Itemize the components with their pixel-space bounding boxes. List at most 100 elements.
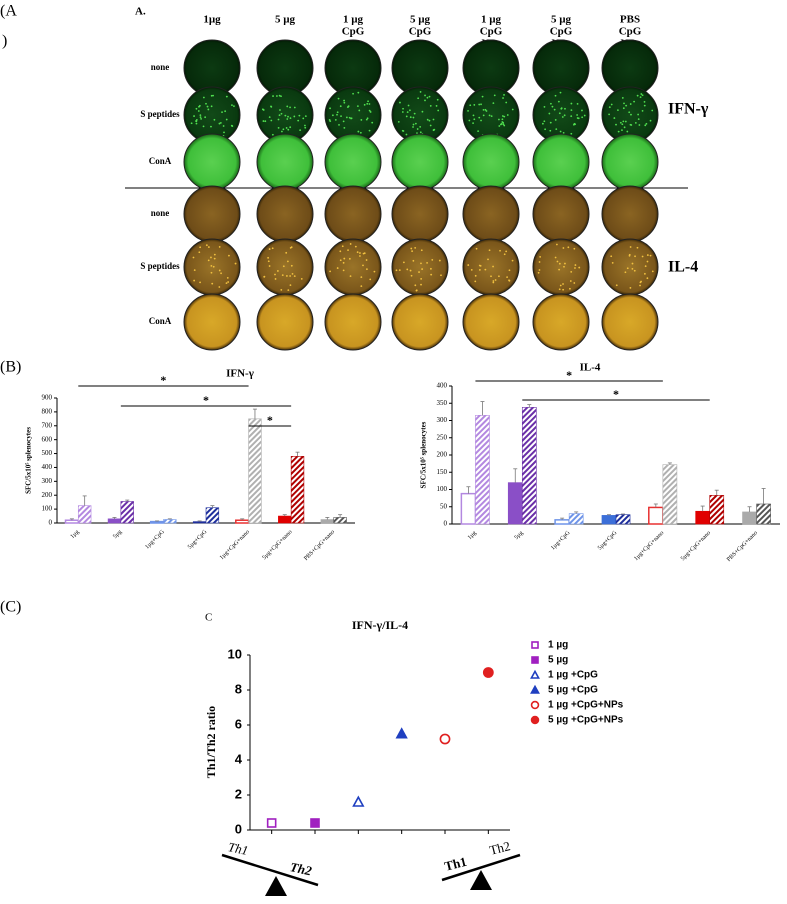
spot	[218, 269, 221, 272]
bar	[475, 415, 490, 525]
spot	[226, 276, 229, 279]
spot	[641, 94, 644, 97]
spot	[210, 271, 213, 274]
spot	[297, 119, 300, 122]
spot	[559, 130, 562, 133]
spot	[291, 272, 294, 275]
spot	[487, 258, 489, 261]
well	[532, 133, 590, 191]
fulcrum	[265, 876, 287, 896]
well	[601, 185, 659, 243]
y-tick-label: 50	[440, 502, 448, 510]
spot	[276, 270, 279, 272]
spot	[426, 261, 428, 264]
spot	[503, 115, 506, 118]
spot	[213, 118, 216, 121]
spot	[406, 111, 409, 113]
x-tick-label: 1µg+CpG	[550, 530, 572, 552]
spot	[286, 260, 289, 263]
chart-title: IFN-γ/IL-4	[352, 618, 408, 632]
group-label: IFN-γ	[668, 101, 709, 118]
spot	[225, 95, 228, 98]
spot	[278, 94, 281, 97]
spot	[195, 120, 198, 123]
spot	[621, 97, 624, 99]
spot	[638, 124, 641, 126]
well	[391, 185, 449, 243]
spot	[300, 277, 303, 280]
spot	[287, 128, 290, 131]
spot	[222, 125, 225, 127]
spot	[649, 254, 652, 257]
spot	[271, 247, 274, 250]
spot	[338, 123, 340, 126]
spot	[193, 269, 196, 272]
spot	[420, 249, 423, 252]
spot	[576, 114, 579, 116]
spot	[343, 257, 346, 260]
spot	[192, 256, 195, 259]
legend-label: 1 µg +CpG	[548, 670, 598, 681]
spot	[419, 131, 422, 134]
spot	[615, 123, 617, 126]
row-label: ConA	[149, 316, 172, 326]
spot	[498, 275, 500, 278]
bar	[64, 519, 80, 524]
spot	[213, 257, 216, 260]
spot	[278, 114, 281, 117]
spot	[365, 118, 368, 121]
column-header: CpG	[342, 26, 365, 38]
spot	[563, 114, 566, 117]
spot	[610, 255, 613, 258]
spot	[480, 119, 482, 122]
spot	[506, 276, 508, 279]
spot	[484, 268, 487, 271]
spot	[274, 273, 276, 276]
spot	[366, 102, 369, 105]
spot	[347, 249, 349, 252]
spot	[210, 94, 213, 97]
spot	[640, 93, 643, 95]
spot	[290, 264, 293, 267]
legend-label: 5 µg +CpG+NPs	[548, 715, 624, 726]
column-header: CpG	[409, 26, 432, 38]
spot	[231, 104, 233, 107]
spot	[643, 104, 646, 107]
spot	[555, 128, 558, 131]
spot	[646, 277, 649, 280]
spot	[339, 259, 342, 262]
spot	[626, 267, 629, 270]
spot	[430, 267, 432, 270]
spot	[343, 99, 345, 102]
bar	[554, 519, 570, 525]
x-tick-label: 5µg+CpG+nano	[680, 530, 712, 562]
spot	[646, 260, 649, 263]
spot	[500, 123, 503, 125]
spot	[563, 265, 565, 268]
bar	[648, 506, 664, 525]
y-tick-label: 4	[235, 751, 243, 766]
spot	[280, 112, 283, 115]
spot	[570, 102, 573, 105]
spot	[570, 132, 573, 135]
spot	[233, 105, 235, 108]
spot	[358, 109, 361, 112]
spot	[405, 115, 408, 118]
spot	[286, 105, 289, 108]
spot	[357, 91, 360, 94]
y-axis-label: SFC/5x10⁵ splenocytes	[25, 427, 33, 494]
group-label: IL-4	[668, 259, 698, 276]
spot	[613, 117, 616, 119]
spot	[502, 123, 505, 126]
spot	[365, 259, 368, 261]
spot	[646, 254, 649, 256]
spot	[636, 94, 639, 97]
spot	[368, 129, 371, 132]
spot	[428, 119, 431, 122]
spot	[407, 104, 410, 107]
balance: Th1 Th2 Th1 Th2	[221, 838, 521, 896]
spot	[349, 275, 352, 278]
spot	[262, 120, 265, 122]
spot	[432, 128, 435, 131]
spot	[617, 109, 619, 111]
